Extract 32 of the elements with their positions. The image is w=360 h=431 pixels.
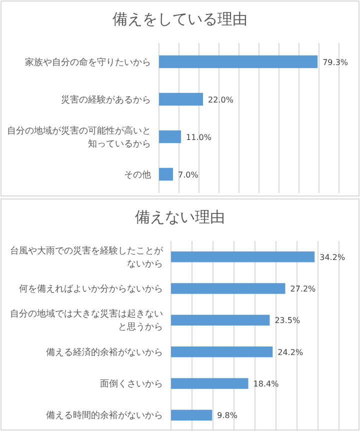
chart-title: 備えをしている理由: [112, 10, 248, 28]
data-label: 24.2%: [278, 348, 304, 357]
data-label: 7.0%: [178, 170, 199, 180]
bar: [159, 130, 181, 144]
data-label: 23.5%: [274, 316, 301, 326]
bar: [171, 378, 248, 389]
chart-title: 備えない理由: [135, 208, 225, 226]
category-label: 何を備えればよいか分からないから: [19, 284, 163, 294]
data-label: 79.3%: [322, 58, 348, 67]
category-label: 備える時間的余裕がないから: [46, 411, 163, 422]
data-label: 34.2%: [320, 252, 346, 262]
category-label: その他: [124, 170, 151, 180]
category-label: 家族や自分の命を守りたいから: [25, 58, 151, 68]
bar: [171, 283, 286, 294]
bar: [171, 410, 212, 421]
bar: [171, 251, 315, 262]
category-label: 自分の地域が災害の可能性が高いと知っているから: [7, 126, 151, 150]
bar: [159, 92, 203, 106]
category-label: 面倒くさいから: [100, 380, 163, 390]
bar: [159, 55, 318, 68]
data-label: 27.2%: [290, 284, 316, 294]
category-label: 台風や大雨での災害を経験したことがないから: [10, 246, 163, 270]
category-label: 備える経済的余裕がないから: [46, 348, 163, 358]
bar: [171, 314, 270, 326]
data-label: 11.0%: [186, 132, 212, 142]
category-label: 自分の地域では大きな災害は起きないと思うから: [10, 310, 163, 333]
bar: [159, 168, 173, 181]
data-label: 9.8%: [217, 411, 238, 420]
bar: [171, 346, 273, 358]
data-label: 18.4%: [253, 380, 280, 388]
data-label: 22.0%: [208, 95, 234, 104]
category-label: 災害の経験があるから: [61, 95, 151, 106]
